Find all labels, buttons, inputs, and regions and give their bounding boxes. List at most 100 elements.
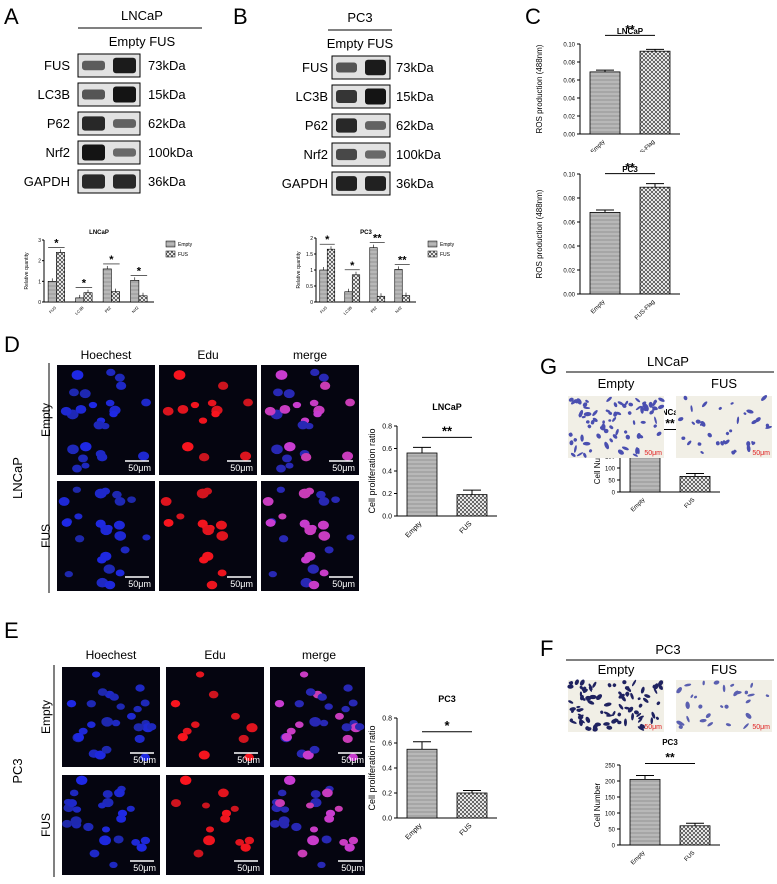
cell-nucleus — [126, 805, 135, 812]
bar — [376, 295, 386, 303]
significance-marker: * — [325, 234, 330, 246]
migrated-cell — [576, 398, 582, 405]
cell-nucleus — [116, 703, 125, 710]
bar — [456, 792, 488, 819]
cell-nucleus — [305, 802, 314, 809]
bar — [406, 452, 438, 517]
x-tick-label: FUS — [459, 520, 474, 535]
migrated-cell — [602, 420, 605, 425]
cell-nucleus — [324, 546, 334, 554]
blot-protein-label: GAPDH — [24, 174, 70, 189]
y-tick-label: 0.4 — [382, 469, 392, 476]
cell-nucleus — [146, 723, 157, 731]
cell-nucleus — [243, 398, 253, 407]
cell-nucleus — [292, 401, 302, 409]
cell-nucleus — [299, 519, 310, 528]
y-axis-label: Relative quantity — [296, 251, 302, 288]
scale-bar-label: 50μm — [752, 450, 770, 457]
migrated-cell — [725, 723, 732, 727]
migrated-cell — [587, 700, 595, 705]
migrated-cell — [606, 396, 612, 402]
x-tick-label: FUS — [319, 305, 328, 314]
y-tick-label: 2 — [310, 236, 313, 242]
cell-nucleus — [307, 564, 319, 574]
migrated-cell — [686, 715, 690, 723]
cell-nucleus — [203, 835, 215, 846]
y-tick-label: 50 — [608, 827, 615, 833]
y-tick-label: 0.4 — [382, 766, 392, 773]
bar — [111, 291, 120, 303]
migrated-cell — [648, 401, 654, 408]
migrated-cell — [592, 417, 598, 423]
scale-bar-label: 50μm — [133, 755, 156, 765]
migrated-cell — [600, 710, 604, 714]
y-tick-label: 100 — [605, 466, 616, 472]
cell-nucleus — [262, 497, 274, 506]
blot-band — [365, 121, 386, 130]
micrograph-cell-line-label: PC3 — [10, 758, 25, 783]
x-tick-label: Empty — [630, 850, 646, 866]
migrated-cell — [678, 417, 684, 422]
legend-swatch — [165, 240, 176, 248]
blot-band — [113, 57, 136, 74]
migrated-cell — [592, 727, 598, 732]
chart-title: PC3 — [360, 230, 372, 236]
migrated-cell — [603, 702, 612, 707]
migrated-cell — [585, 716, 591, 723]
migrated-cell — [635, 397, 641, 403]
migrated-cell — [686, 440, 692, 446]
cell-nucleus — [91, 671, 101, 678]
legend-label: FUS — [178, 252, 189, 258]
migrated-cell — [578, 413, 582, 418]
cell-nucleus — [182, 441, 194, 452]
cell-nucleus — [100, 551, 112, 561]
y-axis-label: ROS production (488nm) — [535, 44, 544, 133]
migrated-cell — [746, 441, 751, 447]
cell-nucleus — [324, 814, 335, 823]
migrated-cell — [624, 706, 630, 710]
cell-nucleus — [285, 462, 294, 469]
cell-nucleus — [220, 814, 231, 823]
cell-nucleus — [294, 700, 304, 708]
migrated-cell — [720, 705, 724, 708]
migrated-cell — [685, 701, 690, 709]
cell-nucleus — [295, 721, 304, 728]
x-tick-label: Empty — [590, 139, 606, 152]
blot-band — [365, 88, 386, 105]
migrated-cell — [705, 713, 711, 719]
y-axis-label: ROS production (488nm) — [535, 189, 544, 278]
cell-nucleus — [94, 750, 106, 760]
cell-nucleus — [70, 816, 82, 826]
cell-nucleus — [133, 705, 142, 713]
cell-nucleus — [318, 531, 331, 541]
cell-nucleus — [116, 814, 127, 823]
blot-band — [365, 59, 386, 76]
cell-nucleus — [331, 496, 340, 503]
cell-nucleus — [300, 453, 312, 462]
scale-bar-label: 50μm — [237, 755, 260, 765]
migrated-cell — [570, 399, 578, 405]
migrated-cell — [715, 441, 720, 446]
migrated-cell — [745, 699, 751, 704]
chart-d-proliferation: LNCaP 0.0 0.2 0.4 0.6 0.8 Cell proliferation r… — [367, 402, 497, 539]
y-tick-label: 0.2 — [382, 791, 392, 798]
bar — [351, 274, 361, 303]
migrated-cell — [638, 715, 644, 720]
migrated-cell — [644, 694, 651, 698]
cell-nucleus — [202, 551, 214, 561]
chart-title: LNCaP — [657, 408, 684, 417]
cell-nucleus — [280, 806, 290, 813]
cell-nucleus — [240, 843, 251, 852]
chart-b-quantification: PC3 0 0.5 1 1.5 2 Relative quantity * FUS * LC3B **… — [296, 230, 455, 316]
cell-nucleus — [93, 420, 105, 430]
migrated-cell — [576, 705, 581, 708]
chart-e-proliferation: PC3 0.0 0.2 0.4 0.6 0.8 Cell proliferation rat… — [367, 694, 497, 841]
cell-nucleus — [66, 699, 77, 708]
migrated-cell — [676, 687, 682, 694]
migrated-cell — [681, 722, 685, 726]
cell-nucleus — [308, 580, 320, 590]
migrated-cell — [681, 436, 686, 440]
bar — [319, 269, 328, 303]
cell-nucleus — [324, 703, 333, 710]
cell-nucleus — [142, 534, 151, 541]
